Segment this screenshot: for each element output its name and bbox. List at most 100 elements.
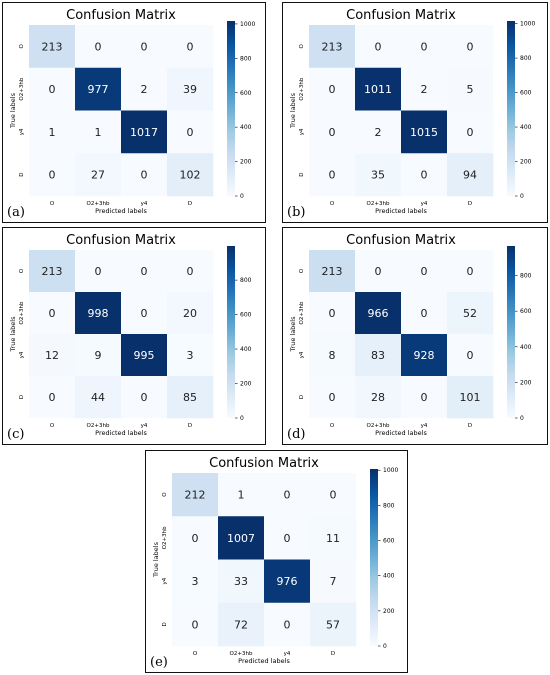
colorbar-tick-label: 400 bbox=[240, 124, 252, 131]
colorbar-tick-label: 200 bbox=[383, 608, 395, 615]
cell-value-r3-c3: 101 bbox=[460, 391, 481, 404]
x-tick-label: O bbox=[50, 423, 55, 429]
x-axis-label: Predicted labels bbox=[95, 429, 147, 437]
heatmap-cell-r3-c2 bbox=[401, 376, 448, 419]
colorbar-tick-label: 400 bbox=[520, 344, 532, 351]
x-axis-label: Predicted labels bbox=[95, 207, 147, 215]
cell-value-r2-c1: 83 bbox=[371, 349, 385, 362]
heatmap-cell-r3-c0 bbox=[309, 376, 356, 419]
colorbar-tick-label: 1000 bbox=[240, 21, 255, 28]
y-tick-label: O2+3hb bbox=[19, 77, 25, 100]
heatmap-cell-r0-c3 bbox=[167, 250, 214, 293]
heatmap-cell-r0-c0 bbox=[172, 473, 219, 517]
colorbar-tick-label: 600 bbox=[240, 312, 252, 319]
y-tick-label: O bbox=[299, 44, 305, 49]
heatmap-cell-r3-c3 bbox=[447, 376, 494, 419]
colorbar-tick-label: 200 bbox=[520, 379, 532, 386]
cell-value-r3-c2: 0 bbox=[141, 391, 148, 404]
heatmap-cell-r0-c1 bbox=[75, 250, 122, 293]
colorbar-tick-label: 800 bbox=[240, 55, 252, 62]
y-tick-label: O2+3hb bbox=[299, 77, 305, 100]
y-tick-label: O2+3hb bbox=[162, 526, 168, 549]
cell-value-r2-c3: 0 bbox=[187, 126, 194, 139]
y-tick-label: O bbox=[299, 268, 305, 273]
x-axis-label: Predicted labels bbox=[375, 429, 427, 437]
y-tick-label: O bbox=[19, 268, 25, 273]
colorbar-tick-label: 400 bbox=[520, 124, 532, 131]
heatmap-cell-r1-c1 bbox=[355, 67, 402, 111]
colorbar-tick-label: 200 bbox=[240, 381, 252, 388]
heatmap-cell-r1-c0 bbox=[29, 67, 76, 111]
cell-value-r1-c3: 11 bbox=[326, 532, 340, 545]
heatmap-d: Confusion Matrix 213 0 0 0 0 966 0 52 8 83 928 0 0 28 0… bbox=[289, 233, 532, 437]
cell-value-r2-c0: 0 bbox=[329, 126, 336, 139]
y-axis-label: True labels bbox=[152, 541, 160, 578]
heatmap-cell-r1-c3 bbox=[310, 516, 357, 560]
cell-value-r3-c1: 72 bbox=[234, 618, 248, 631]
heatmap-cell-r2-c2 bbox=[121, 334, 168, 377]
heatmap-cell-r1-c3 bbox=[447, 67, 494, 111]
cell-value-r2-c2: 995 bbox=[134, 349, 155, 362]
heatmap-a: Confusion Matrix 213 0 0 0 0 977 2 39 1 1 1017 0 0 27 0… bbox=[9, 8, 255, 215]
cell-value-r1-c3: 52 bbox=[463, 307, 477, 320]
cell-value-r1-c3: 20 bbox=[183, 307, 197, 320]
colorbar bbox=[227, 21, 235, 196]
y-tick-label: D bbox=[19, 173, 25, 177]
colorbar-tick-label: 600 bbox=[383, 538, 395, 545]
cell-value-r0-c2: 0 bbox=[421, 265, 428, 278]
heatmap-cell-r1-c1 bbox=[75, 292, 122, 335]
x-tick-label: O bbox=[50, 201, 55, 207]
cell-value-r1-c0: 0 bbox=[329, 307, 336, 320]
cell-value-r2-c3: 0 bbox=[467, 126, 474, 139]
cell-value-r1-c1: 998 bbox=[88, 307, 109, 320]
y-axis-label: True labels bbox=[9, 316, 17, 353]
cell-value-r3-c2: 0 bbox=[284, 618, 291, 631]
y-axis-label: True labels bbox=[289, 92, 297, 129]
y-axis-label: True labels bbox=[289, 316, 297, 353]
cell-value-r3-c0: 0 bbox=[329, 169, 336, 182]
heatmap-cell-r2-c0 bbox=[309, 110, 356, 154]
heatmap-cell-r3-c0 bbox=[29, 376, 76, 419]
cell-value-r0-c1: 0 bbox=[375, 40, 382, 53]
x-tick-label: y4 bbox=[141, 201, 148, 207]
heatmap-cell-r0-c1 bbox=[75, 25, 122, 69]
colorbar-tick-label: 0 bbox=[520, 415, 524, 422]
heatmap-cell-r0-c3 bbox=[310, 473, 357, 517]
cell-value-r1-c3: 5 bbox=[467, 83, 474, 96]
confusion-matrix-panel-a: Confusion Matrix 213 0 0 0 0 977 2 39 1 1 1017 0 0 27 0… bbox=[2, 2, 266, 223]
cell-value-r3-c3: 102 bbox=[180, 169, 201, 182]
heatmap-cell-r0-c0 bbox=[309, 250, 356, 293]
heatmap-cell-r1-c1 bbox=[218, 516, 265, 560]
heatmap-cell-r0-c1 bbox=[355, 250, 402, 293]
heatmap-cell-r2-c3 bbox=[167, 334, 214, 377]
cell-value-r2-c0: 8 bbox=[329, 349, 336, 362]
colorbar-tick-label: 200 bbox=[240, 159, 252, 166]
x-tick-label: O bbox=[330, 423, 335, 429]
y-tick-label: y4 bbox=[19, 351, 25, 358]
heatmap-cell-r3-c2 bbox=[121, 376, 168, 419]
cell-value-r2-c3: 0 bbox=[467, 349, 474, 362]
cell-value-r1-c2: 0 bbox=[284, 532, 291, 545]
heatmap-cell-r2-c0 bbox=[29, 334, 76, 377]
heatmap-cell-r3-c1 bbox=[75, 376, 122, 419]
heatmap-cell-r3-c3 bbox=[167, 153, 214, 197]
y-tick-label: y4 bbox=[162, 577, 168, 584]
cell-value-r1-c1: 966 bbox=[368, 307, 389, 320]
cell-value-r2-c3: 3 bbox=[187, 349, 194, 362]
colorbar-tick-label: 1000 bbox=[520, 21, 535, 28]
x-tick-label: D bbox=[188, 423, 192, 429]
cell-value-r0-c1: 0 bbox=[95, 40, 102, 53]
cell-value-r0-c3: 0 bbox=[467, 40, 474, 53]
y-tick-label: D bbox=[19, 395, 25, 399]
heatmap-cell-r1-c2 bbox=[121, 292, 168, 335]
y-tick-label: y4 bbox=[299, 351, 305, 358]
x-tick-label: D bbox=[468, 423, 472, 429]
x-tick-label: y4 bbox=[284, 651, 291, 657]
heatmap-cell-r0-c0 bbox=[29, 250, 76, 293]
confusion-matrix-panel-d: Confusion Matrix 213 0 0 0 0 966 0 52 8 83 928 0 0 28 0… bbox=[282, 227, 548, 445]
heatmap-cell-r2-c0 bbox=[29, 110, 76, 154]
cell-value-r0-c0: 213 bbox=[322, 265, 343, 278]
cell-value-r2-c2: 1015 bbox=[410, 126, 438, 139]
heatmap-cell-r1-c0 bbox=[309, 67, 356, 111]
heatmap-cell-r3-c1 bbox=[355, 153, 402, 197]
